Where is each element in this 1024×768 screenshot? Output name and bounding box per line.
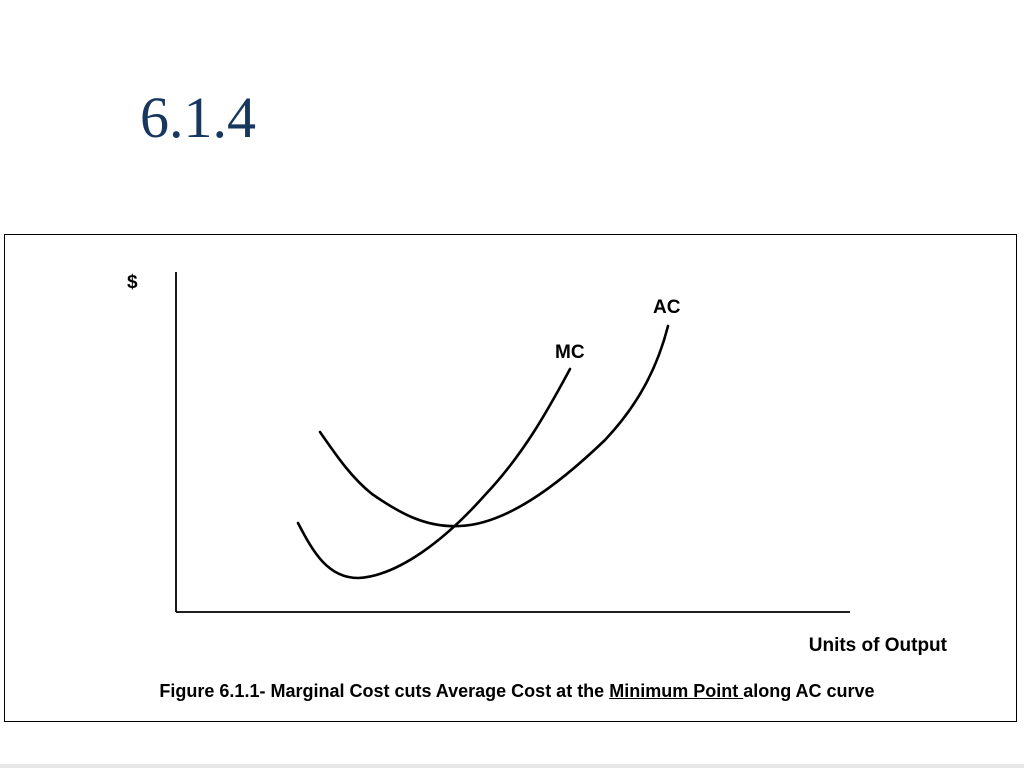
slide-title: 6.1.4 — [140, 85, 256, 150]
mc-curve-label: MC — [555, 342, 585, 363]
mc-curve — [296, 367, 572, 580]
caption-text-end: along AC curve — [743, 681, 875, 701]
ac-curve-label: AC — [653, 297, 681, 318]
figure-frame — [4, 234, 1017, 722]
figure-caption: Figure 6.1.1- Marginal Cost cuts Average… — [0, 680, 1024, 702]
y-axis-label: $ — [127, 272, 138, 293]
x-axis-label: Units of Output — [809, 635, 948, 656]
caption-text-start: Figure 6.1.1- Marginal Cost cuts Average… — [159, 681, 610, 701]
ac-curve — [318, 324, 670, 528]
caption-emphasis: Minimum Point — [609, 681, 744, 701]
bottom-strip — [0, 764, 1024, 768]
